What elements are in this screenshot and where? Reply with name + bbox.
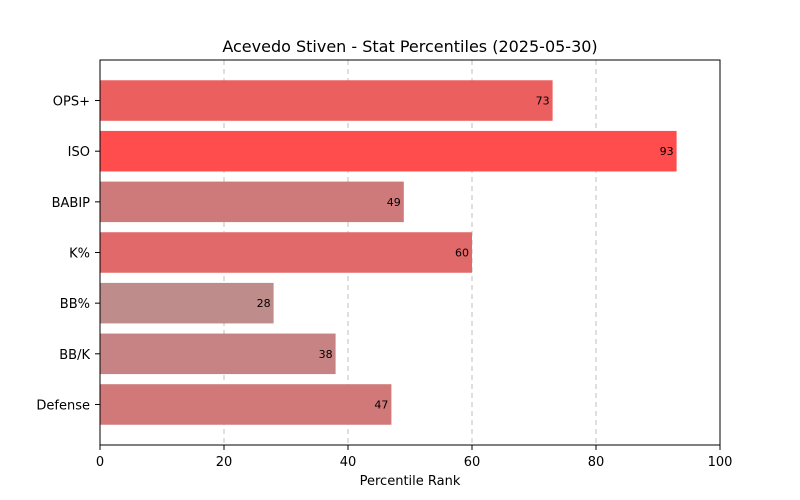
x-axis-label: Percentile Rank <box>360 474 461 489</box>
x-tick-label: 100 <box>708 455 733 470</box>
x-tick-label: 80 <box>588 455 605 470</box>
x-tick-label: 0 <box>96 455 104 470</box>
y-axis-ticks: OPS+ ISO BABIP K% BB% BB/K Defense <box>36 95 100 413</box>
y-tick-label: BABIP <box>52 196 91 211</box>
y-tick-label: OPS+ <box>53 95 90 110</box>
bar-value-label: 47 <box>374 398 388 411</box>
bar-value-label: 49 <box>387 196 401 209</box>
y-tick-label: BB% <box>60 297 90 312</box>
x-tick-label: 60 <box>464 455 481 470</box>
bar <box>100 80 553 121</box>
x-axis-ticks: 0 20 40 60 80 100 <box>96 445 733 470</box>
bar-value-label: 28 <box>257 297 271 310</box>
bar <box>100 384 392 425</box>
y-tick-label: K% <box>69 247 90 262</box>
chart-title: Acevedo Stiven - Stat Percentiles (2025-… <box>222 37 597 56</box>
bar-value-label: 60 <box>455 247 469 260</box>
bar <box>100 333 336 375</box>
bar-value-label: 73 <box>536 95 550 108</box>
bar-value-label: 93 <box>660 145 674 158</box>
bars: 73 93 49 60 28 38 47 <box>100 80 677 425</box>
bar-value-label: 38 <box>319 348 333 361</box>
bar <box>100 130 677 172</box>
bar <box>100 181 404 223</box>
x-tick-label: 40 <box>340 455 357 470</box>
y-tick-label: ISO <box>68 145 90 160</box>
x-tick-label: 20 <box>216 455 233 470</box>
y-tick-label: Defense <box>36 398 90 413</box>
bar <box>100 232 472 273</box>
bar <box>100 282 274 324</box>
y-tick-label: BB/K <box>59 348 90 363</box>
